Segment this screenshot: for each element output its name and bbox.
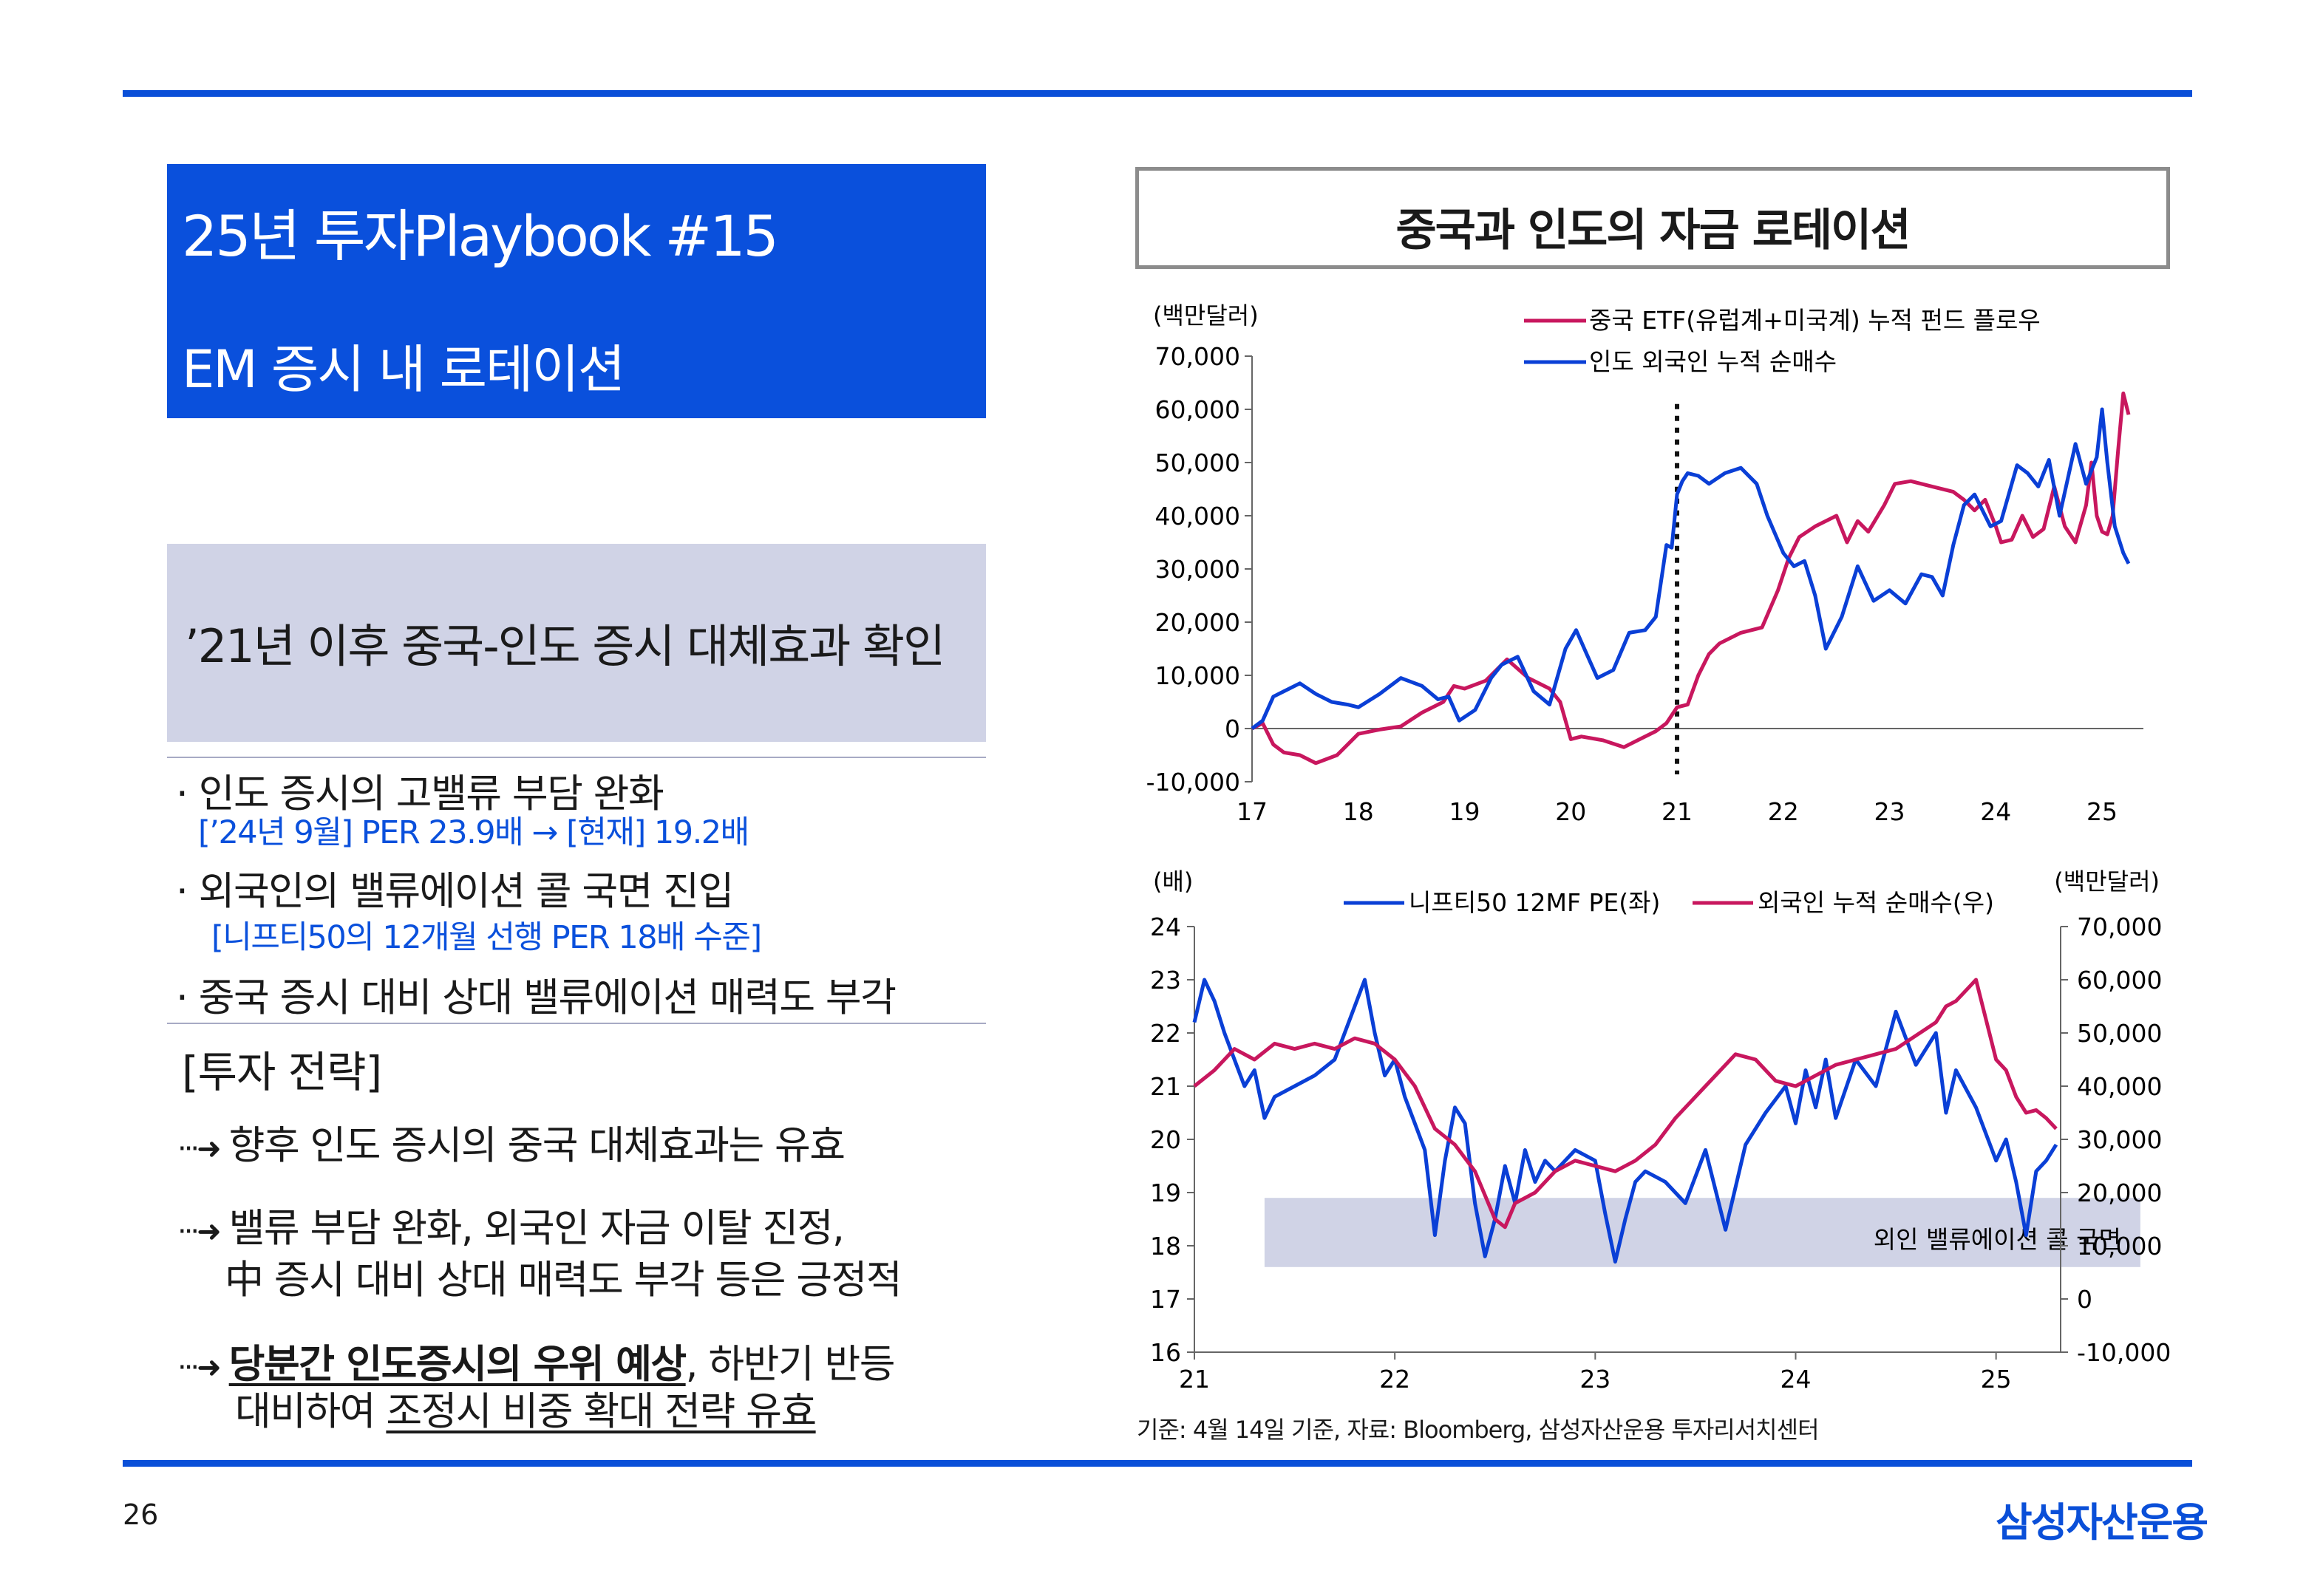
y-tick-label-right: 40,000	[2077, 1072, 2162, 1101]
arrow-icon: ···➜	[177, 1215, 222, 1249]
x-tick-label: 19	[1449, 797, 1480, 826]
y-tick-label-left: 18	[1150, 1232, 1181, 1261]
x-tick-label: 25	[1981, 1365, 2012, 1394]
source-note: 기준: 4월 14일 기준, 자료: Bloomberg, 삼성자산운용 투자리…	[1137, 1416, 1820, 1444]
arrow-icon: ···➜	[177, 1132, 222, 1166]
y-axis-label: (백만달러)	[1153, 301, 1259, 330]
y-tick-label: 0	[1225, 715, 1240, 743]
divider	[167, 757, 986, 758]
y-tick-label: 40,000	[1155, 502, 1240, 531]
y-tick-label-left: 24	[1150, 913, 1181, 941]
top-rule	[123, 90, 2192, 97]
x-tick-label: 18	[1343, 797, 1374, 826]
y-tick-label-right: 50,000	[2077, 1019, 2162, 1048]
plot-area	[1192, 978, 2058, 1264]
strategy-item-emphasis: 당분간 인도증시의 우위 예상	[228, 1342, 687, 1387]
brand-logo: 삼성자산운용	[1996, 1499, 2208, 1546]
y-tick-label: 70,000	[1155, 342, 1240, 371]
x-tick-label: 22	[1768, 797, 1799, 826]
page-number: 26	[123, 1498, 159, 1531]
x-tick-label: 20	[1555, 797, 1586, 826]
y-tick-label: -10,000	[1146, 768, 1240, 797]
chart-section-title: 중국과 인도의 자금 로테이션	[1395, 205, 1911, 256]
band-rect	[1264, 1198, 2140, 1267]
legend-label-foreign: 외국인 누적 순매수(우)	[1758, 888, 1994, 917]
band-label: 외인 밸류에이션 콜 국면	[1874, 1225, 2121, 1254]
y-tick-label-right: -10,000	[2077, 1338, 2171, 1367]
y-tick-label-left: 20	[1150, 1125, 1181, 1154]
chart-2: (배) (백만달러) 니프티50 12MF PE(좌) 외국인 누적 순매수(우…	[1150, 867, 2171, 1394]
y-tick-label-left: 19	[1150, 1179, 1181, 1207]
strategy-item-text: 밸류 부담 완화, 외국인 자금 이탈 진정,	[228, 1206, 845, 1251]
legend-label-china: 중국 ETF(유럽계+미국계) 누적 펀드 플로우	[1589, 306, 2041, 335]
x-tick-label: 21	[1662, 797, 1693, 826]
x-axis: 17 18 19 20 21 22 23 24 25	[1237, 728, 2143, 826]
x-tick-label: 25	[2086, 797, 2118, 826]
y-tick-label: 60,000	[1155, 395, 1240, 424]
strategy-item-3: ···➜ 당분간 인도증시의 우위 예상, 하반기 반등	[177, 1333, 896, 1389]
bottom-rule	[123, 1460, 2192, 1467]
key-message: ’21년 이후 중국-인도 증시 대체효과 확인	[185, 619, 945, 673]
y-axis: 70,000 60,000 50,000 40,000 30,000 20,000 10,0…	[1146, 342, 1253, 797]
y-tick-label: 10,000	[1155, 661, 1240, 690]
y-tick-label-left: 22	[1150, 1019, 1181, 1048]
y-tick-label-left: 16	[1150, 1338, 1181, 1367]
strategy-item-1: ···➜ 향후 인도 증시의 중국 대체효과는 유효	[177, 1114, 846, 1170]
chart-section-title-box: 중국과 인도의 자금 로테이션	[1135, 167, 2170, 269]
strategy-item-text: , 하반기 반등	[685, 1342, 896, 1387]
y-tick-label-right: 70,000	[2077, 913, 2162, 941]
y-tick-label-right: 20,000	[2077, 1179, 2162, 1207]
page-subtitle: EM 증시 내 로테이션	[182, 339, 625, 400]
strategy-item-3-line2: 대비하여 조정시 비중 확대 전략 유효	[235, 1380, 817, 1436]
series-india-foreign	[1251, 407, 2131, 730]
x-tick-label: 17	[1237, 797, 1268, 826]
y-tick-label: 20,000	[1155, 608, 1240, 637]
page-title: 25년 투자Playbook #15	[182, 203, 779, 269]
bullet-2-detail: [니프티50의 12개월 선행 PER 18배 수준]	[211, 919, 762, 956]
x-tick-label: 23	[1579, 1365, 1611, 1394]
y-tick-label-left: 23	[1150, 966, 1181, 995]
y-tick-label-right: 60,000	[2077, 966, 2162, 995]
series-china-etf	[1251, 391, 2131, 765]
legend-label-pe: 니프티50 12MF PE(좌)	[1409, 888, 1660, 917]
x-tick-label: 23	[1874, 797, 1905, 826]
key-message-box: ’21년 이후 중국-인도 증시 대체효과 확인	[167, 544, 986, 742]
valuation-call-band: 외인 밸류에이션 콜 국면	[1264, 1198, 2140, 1267]
bullet-1-detail: [’24년 9월] PER 23.9배 → [현재] 19.2배	[198, 814, 749, 851]
x-tick-label: 24	[1780, 1365, 1811, 1394]
series-nifty-pe	[1192, 978, 2058, 1264]
y-tick-label-right: 30,000	[2077, 1125, 2162, 1154]
arrow-icon: ···➜	[177, 1351, 222, 1385]
x-tick-label: 24	[1980, 797, 2011, 826]
y-axis-left-label: (배)	[1153, 867, 1193, 896]
title-box: 25년 투자Playbook #15 EM 증시 내 로테이션	[167, 164, 986, 418]
y-tick-label-right: 10,000	[2077, 1232, 2162, 1261]
y-axis-right-label: (백만달러)	[2054, 867, 2160, 896]
legend-label-india: 인도 외국인 누적 순매수	[1589, 347, 1837, 376]
bullet-3: · 중국 증시 대비 상대 밸류에이션 매력도 부각	[176, 975, 897, 1020]
plot-area	[1251, 391, 2131, 774]
y-tick-label: 50,000	[1155, 449, 1240, 477]
strategy-item-text: 향후 인도 증시의 중국 대체효과는 유효	[228, 1123, 846, 1168]
x-tick-label: 22	[1379, 1365, 1410, 1394]
y-tick-label: 30,000	[1155, 555, 1240, 584]
bullet-1: · 인도 증시의 고밸류 부담 완화	[176, 771, 664, 816]
chart-1: (백만달러) 중국 ETF(유럽계+미국계) 누적 펀드 플로우 인도 외국인 …	[1146, 301, 2143, 826]
strategy-item-text: 대비하여	[235, 1389, 387, 1434]
bullet-2: · 외국인의 밸류에이션 콜 국면 진입	[176, 869, 734, 914]
y-axes: 24 23 22 21 20 19 18 17 16 70,000 60,000 50,000 40,0…	[1150, 913, 2171, 1367]
divider	[167, 1023, 986, 1024]
strategy-item-2: ···➜ 밸류 부담 완화, 외국인 자금 이탈 진정,	[177, 1197, 845, 1253]
strategy-heading: [투자 전략]	[182, 1047, 382, 1097]
x-axis: 21 22 23 24 25	[1179, 1351, 2061, 1394]
strategy-item-2-line2: 中 증시 대비 상대 매력도 부각 등은 긍정적	[225, 1258, 902, 1303]
x-tick-label: 21	[1179, 1365, 1210, 1394]
y-tick-label-right: 0	[2077, 1285, 2092, 1314]
y-tick-label-left: 21	[1150, 1072, 1181, 1101]
legend: 중국 ETF(유럽계+미국계) 누적 펀드 플로우 인도 외국인 누적 순매수	[1524, 306, 2041, 376]
series-foreign-net-buy	[1193, 978, 2058, 1230]
strategy-item-emphasis: 조정시 비중 확대 전략 유효	[386, 1389, 817, 1434]
legend: 니프티50 12MF PE(좌) 외국인 누적 순매수(우)	[1344, 888, 1994, 917]
y-tick-label-left: 17	[1150, 1285, 1181, 1314]
